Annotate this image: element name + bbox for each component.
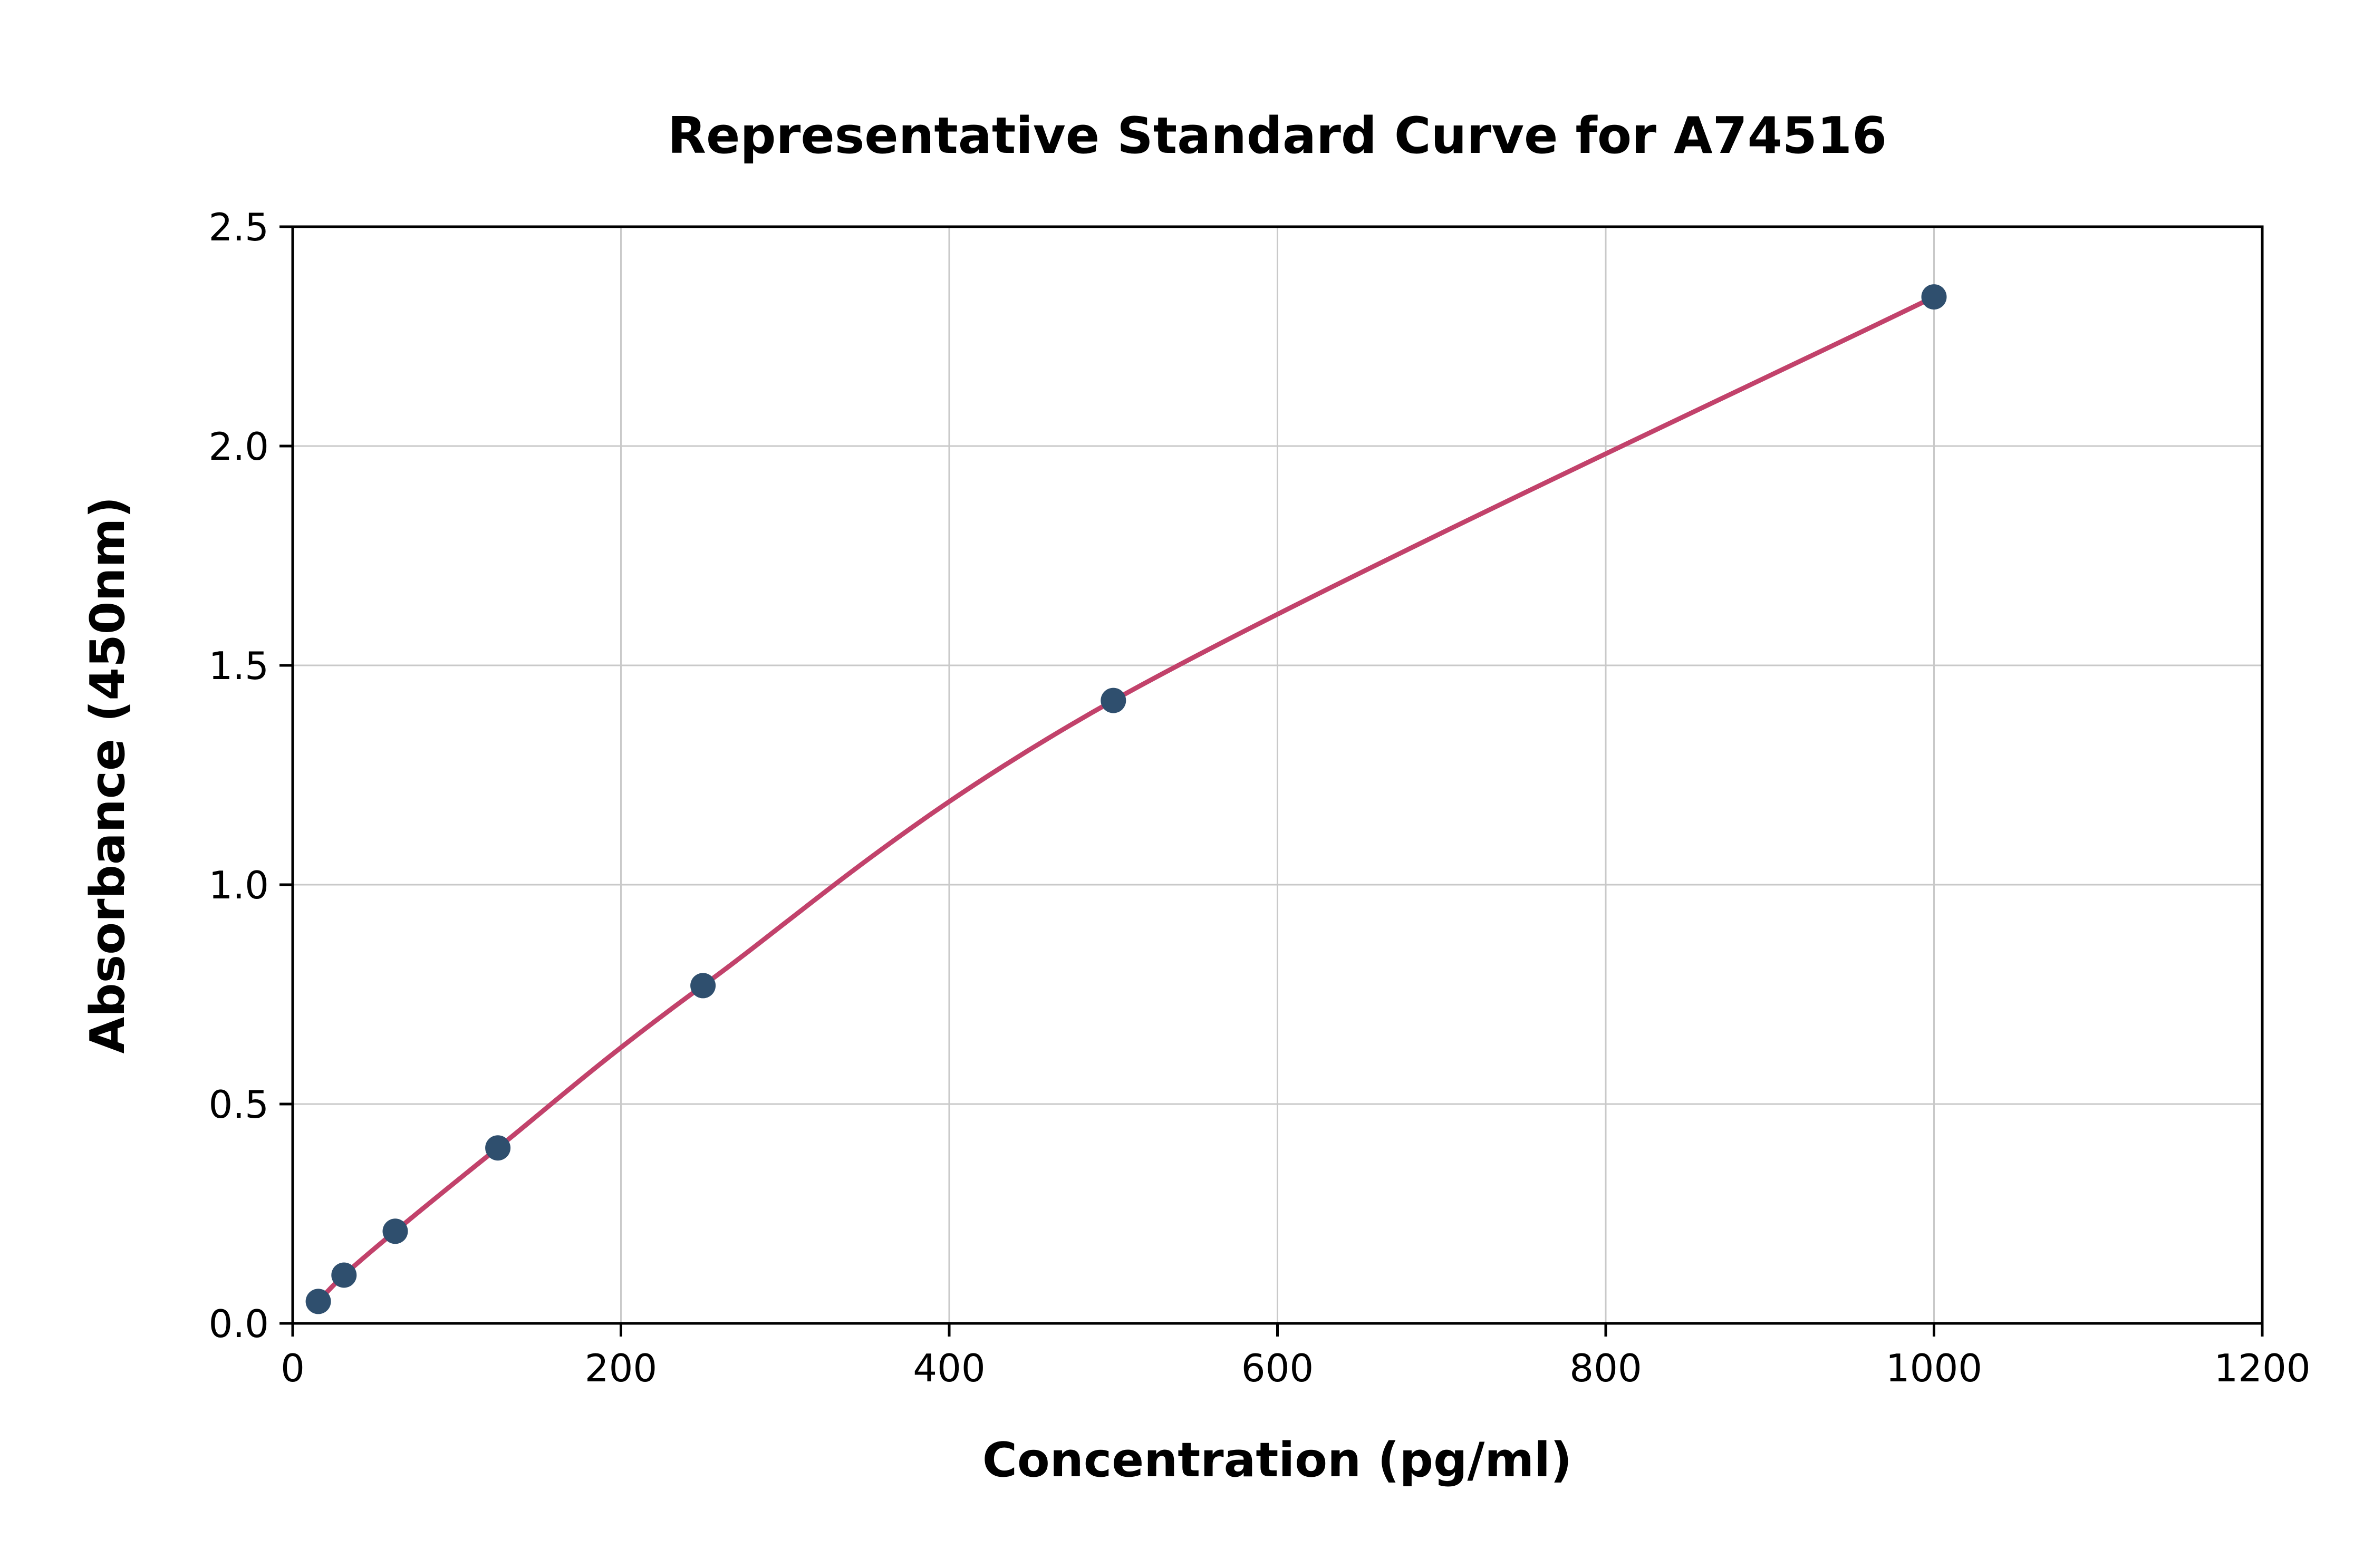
y-tick-label: 2.0 [208, 424, 269, 469]
y-tick-label: 2.5 [208, 205, 269, 249]
data-point [1921, 284, 1947, 310]
x-tick-label: 400 [913, 1346, 985, 1390]
chart-title: Representative Standard Curve for A74516 [668, 107, 1887, 165]
x-tick-label: 200 [585, 1346, 657, 1390]
data-point [485, 1135, 511, 1161]
curve-layer [316, 294, 1936, 1304]
data-point [331, 1262, 357, 1288]
standard-curve-line [316, 294, 1936, 1304]
y-tick-label: 1.0 [208, 863, 269, 907]
x-tick-label: 600 [1241, 1346, 1314, 1390]
x-axis-label: Concentration (pg/ml) [982, 1433, 1572, 1488]
y-axis-label: Absorbance (450nm) [80, 497, 136, 1054]
grid-layer [292, 226, 2263, 1324]
data-point [382, 1218, 408, 1244]
ticks-layer: 0 200 400 600 800 1000 1200 0.0 0.5 1.0 1.5 2.0 2.5 [208, 205, 2310, 1390]
x-tick-label: 800 [1569, 1346, 1642, 1390]
data-point [690, 973, 716, 999]
y-tick-label: 0.0 [208, 1302, 269, 1346]
y-tick-label: 1.5 [208, 644, 269, 688]
x-tick-label: 0 [281, 1346, 305, 1390]
y-tick-label: 0.5 [208, 1082, 269, 1127]
data-point [305, 1289, 331, 1314]
x-tick-label: 1200 [2214, 1346, 2310, 1390]
x-tick-label: 1000 [1886, 1346, 1982, 1390]
data-point [1101, 688, 1126, 713]
points-layer [305, 284, 1947, 1314]
